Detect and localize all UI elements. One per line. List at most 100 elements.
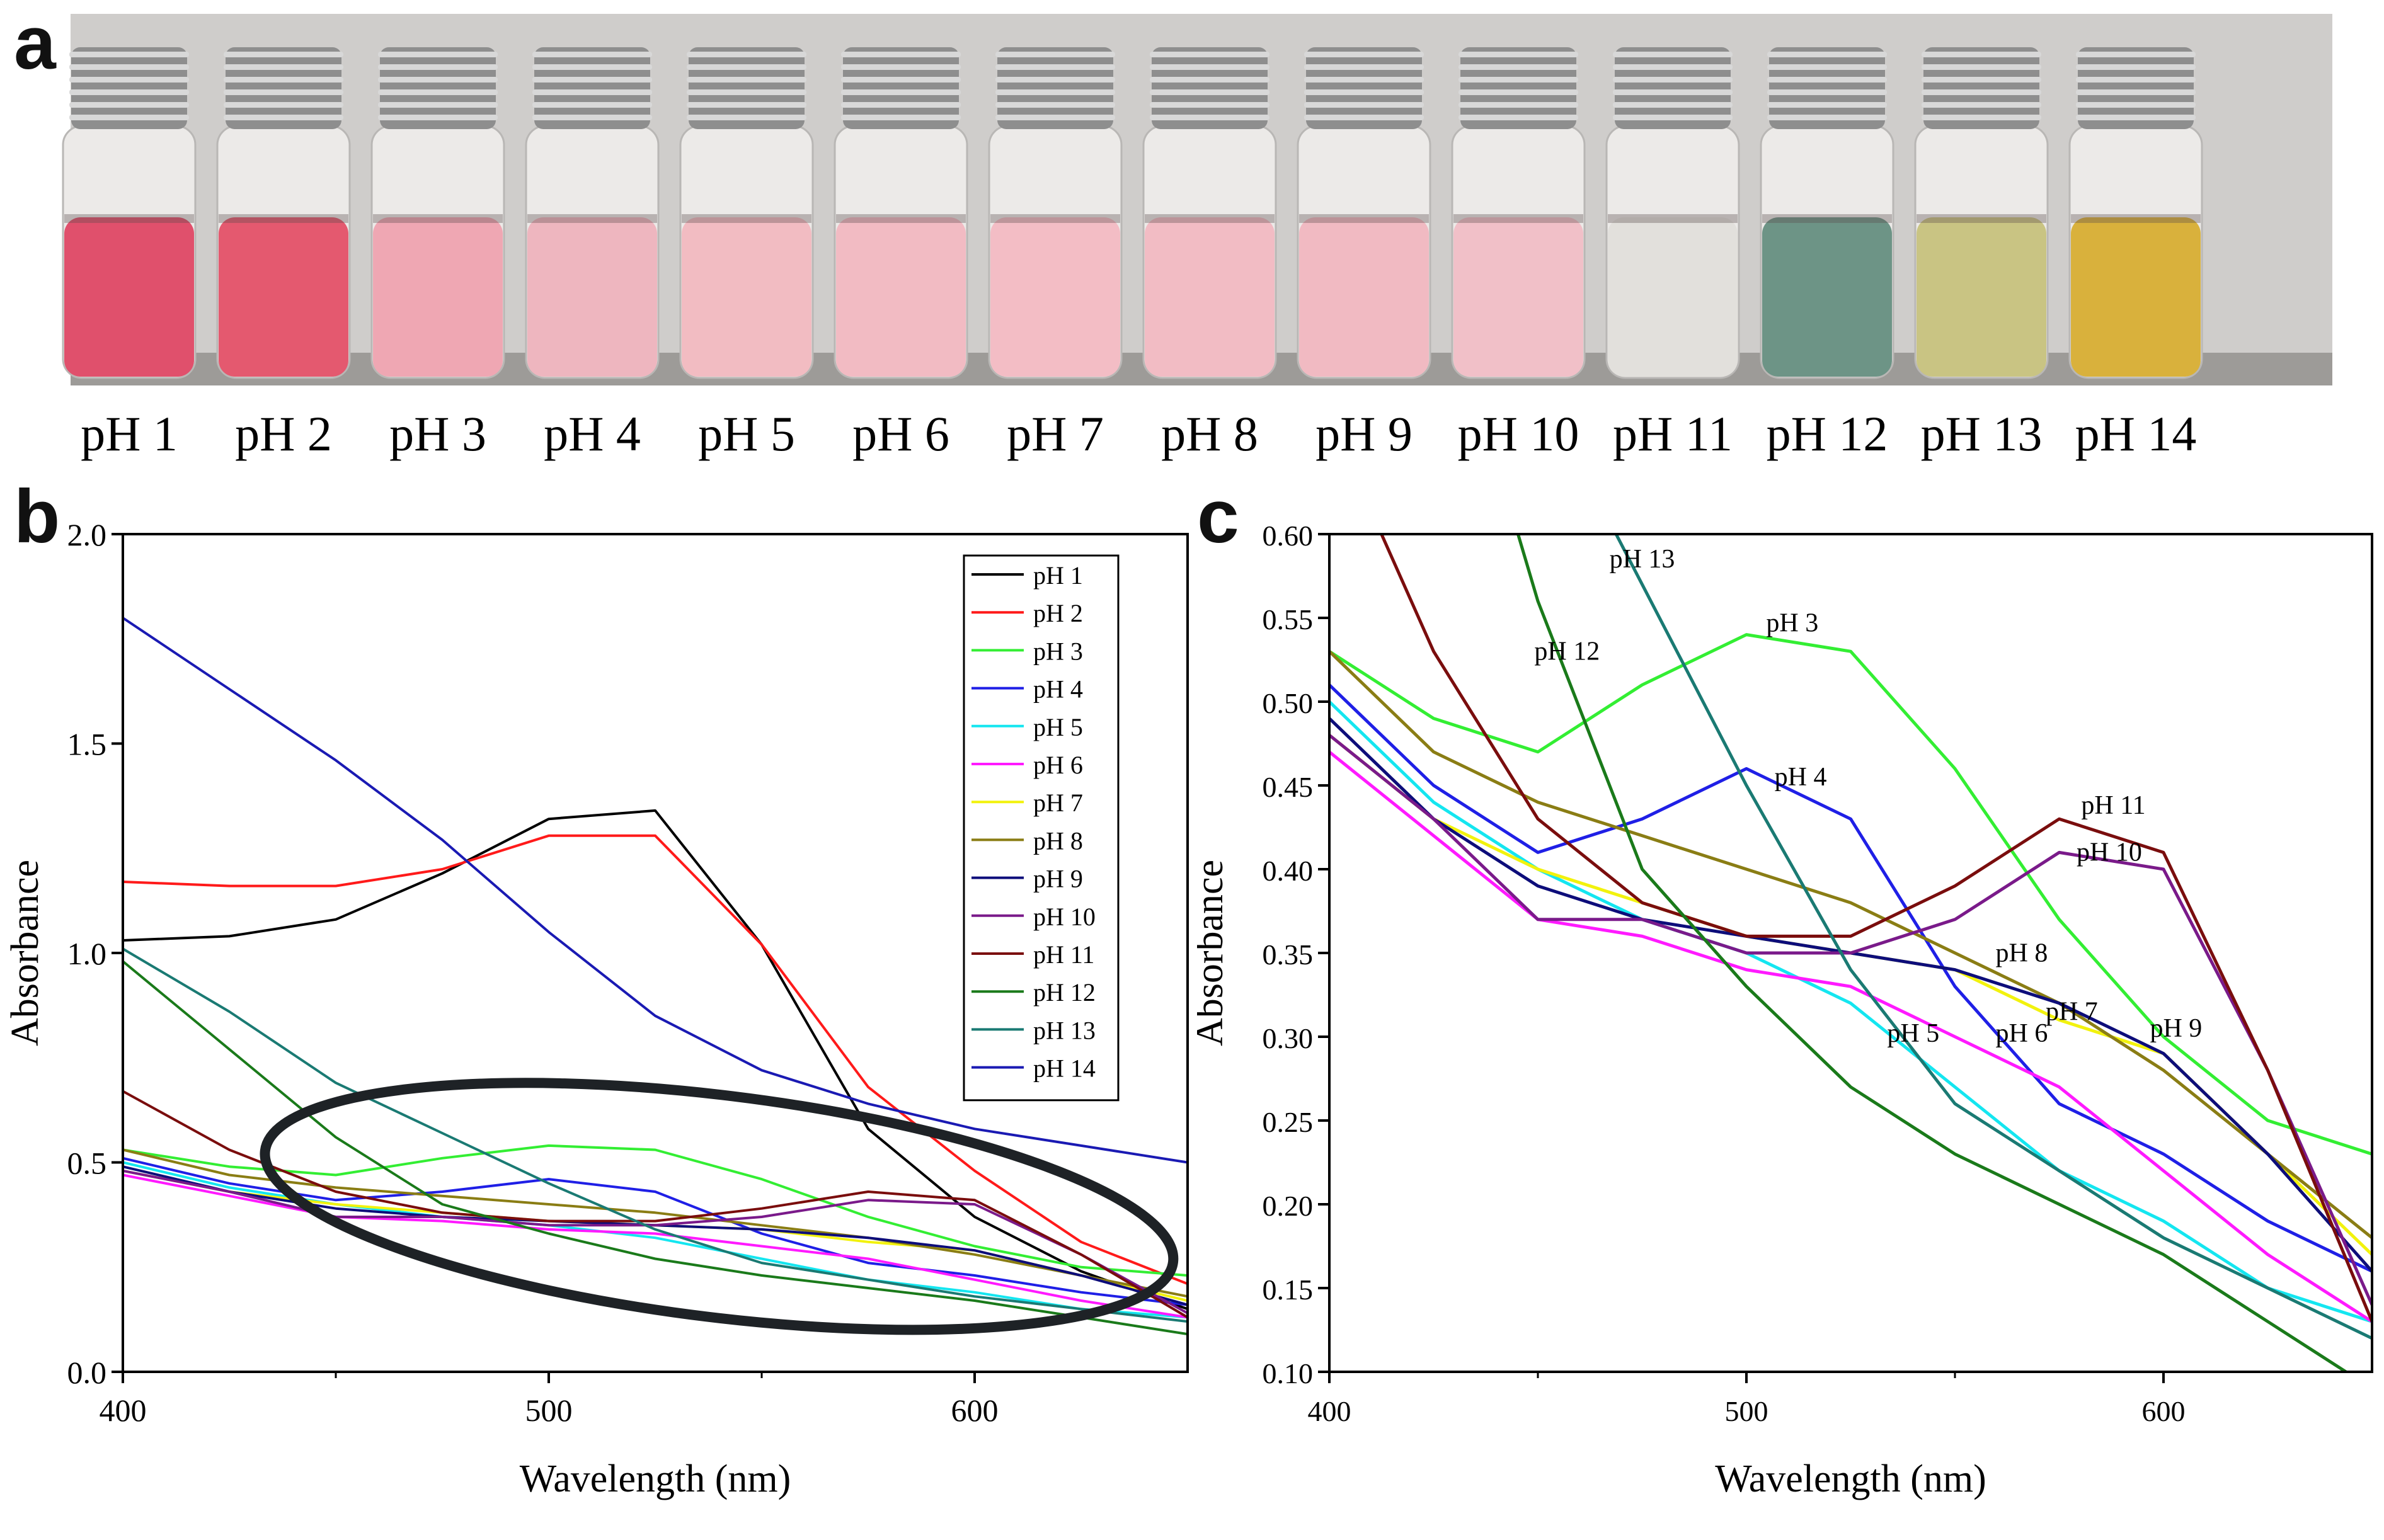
series-line-ph-12: [123, 960, 1188, 1336]
vial-cap-thread: [532, 89, 652, 95]
vial-label: pH 8: [1161, 406, 1258, 461]
vial-cap-thread: [1767, 89, 1887, 95]
series-line-ph-11: [1380, 534, 2372, 1323]
vial-cap-thread: [1767, 77, 1887, 83]
chart-c: 400 500 600 0.10 0.15 0.20 0.25 0.30 0.35 0.40 0.4…: [1188, 520, 2373, 1500]
vial-label: pH 2: [235, 406, 332, 461]
series-line-ph-6: [1329, 750, 2372, 1323]
vial-cap-thread: [1922, 77, 2041, 83]
vial-meniscus: [1762, 214, 1892, 223]
vial-cap-thread: [841, 77, 961, 83]
legend-label-ph-11: pH 11: [1033, 940, 1094, 969]
vial-cap-thread: [995, 52, 1115, 57]
vial-ph-6: [834, 47, 968, 379]
vial-label: pH 6: [852, 406, 949, 461]
vial-label: pH 11: [1613, 406, 1733, 461]
vial-meniscus: [1299, 214, 1429, 223]
curve-label-ph-10: pH 10: [2077, 838, 2142, 867]
vial-cap-thread: [1613, 102, 1733, 108]
vial-cap-thread: [1304, 77, 1424, 83]
vial-cap-thread: [69, 77, 189, 83]
vial-ph-2: [216, 47, 351, 379]
vial-cap-thread: [1150, 64, 1269, 70]
vial-meniscus: [682, 214, 811, 223]
vial-cap-thread: [2076, 52, 2196, 57]
vial-photo-panel: a pH 1 pH 2 pH 3 pH 4 pH 5 pH 6 pH 7 pH 8 pH 9 pH…: [0, 0, 2384, 479]
vial-liquid: [990, 217, 1120, 377]
vial-meniscus: [836, 214, 966, 223]
x-tick-label: 500: [1725, 1395, 1768, 1427]
vial-cap-thread: [1767, 115, 1887, 120]
vial-photo: pH 1 pH 2 pH 3 pH 4 pH 5 pH 6 pH 7 pH 8 pH 9 pH 1…: [62, 14, 2332, 461]
legend-label-ph-4: pH 4: [1033, 675, 1083, 704]
vial-cap-thread: [69, 52, 189, 57]
y-tick-label: 0.60: [1263, 520, 1314, 552]
vial-label: pH 4: [544, 406, 641, 461]
curve-label-ph-6: pH 6: [1995, 1019, 2048, 1048]
legend-label-ph-14: pH 14: [1033, 1054, 1096, 1083]
vial-cap-thread: [1922, 115, 2041, 120]
vial-liquid: [219, 217, 348, 377]
vial-meniscus: [2071, 214, 2201, 223]
vial-liquid: [1917, 217, 2046, 377]
vial-meniscus: [1145, 214, 1275, 223]
vial-meniscus: [990, 214, 1120, 223]
vial-cap-thread: [841, 64, 961, 70]
vial-cap-thread: [995, 115, 1115, 120]
vial-cap-thread: [224, 115, 343, 120]
y-tick-label: 0.20: [1263, 1190, 1314, 1222]
vial-cap-thread: [69, 102, 189, 108]
vial-cap-thread: [687, 115, 806, 120]
vial-cap-thread: [1767, 102, 1887, 108]
vial-meniscus: [527, 214, 657, 223]
vial-ph-8: [1142, 47, 1277, 379]
x-tick-label: 400: [100, 1393, 147, 1428]
vial-cap-thread: [1922, 52, 2041, 57]
vial-cap-thread: [841, 115, 961, 120]
series-line-ph-5: [1329, 700, 2372, 1323]
panel-letter-b: b: [14, 474, 60, 559]
chart-b-panel: b 400 500 600 0.0 0.5 1.0 1.5 2.0 Wavelength (nm…: [0, 479, 1197, 1537]
vial-cap-thread: [1458, 115, 1578, 120]
curve-label-ph-12: pH 12: [1534, 637, 1600, 666]
vial-label: pH 13: [1921, 406, 2043, 461]
vial-cap-thread: [1304, 64, 1424, 70]
vial-cap-thread: [378, 102, 498, 108]
series-line-ph-10: [1329, 734, 2372, 1306]
vial-meniscus: [1453, 214, 1583, 223]
legend-label-ph-10: pH 10: [1033, 903, 1096, 931]
y-tick-label: 0.55: [1263, 603, 1314, 636]
vial-cap-thread: [1304, 89, 1424, 95]
legend-box: [963, 554, 1120, 1102]
vial-cap-thread: [532, 64, 652, 70]
curve-label-ph-13: pH 13: [1610, 545, 1675, 574]
vial-cap-thread: [224, 89, 343, 95]
vial-cap-thread: [687, 77, 806, 83]
vial-meniscus: [373, 214, 503, 223]
x-tick-label: 600: [951, 1393, 999, 1428]
vial-cap-thread: [378, 52, 498, 57]
legend-label-ph-2: pH 2: [1033, 599, 1083, 627]
vial-cap-thread: [2076, 77, 2196, 83]
x-tick-label: 500: [525, 1393, 573, 1428]
vial-liquid: [2071, 217, 2201, 377]
vial-liquid: [373, 217, 503, 377]
vial-cap-thread: [1767, 64, 1887, 70]
vial-cap-thread: [1458, 77, 1578, 83]
vial-ph-5: [679, 47, 814, 379]
vial-label: pH 10: [1458, 406, 1579, 461]
legend-label-ph-9: pH 9: [1033, 865, 1083, 893]
vial-cap-thread: [1458, 64, 1578, 70]
series-line-ph-4: [1329, 683, 2372, 1273]
vial-cap-thread: [995, 77, 1115, 83]
vial-cap-thread: [2076, 89, 2196, 95]
y-axis-label: Absorbance: [1197, 860, 1231, 1046]
vial-cap-thread: [1458, 102, 1578, 108]
vial-cap-thread: [1922, 102, 2041, 108]
vial-cap-thread: [532, 115, 652, 120]
y-tick-label: 0.50: [1263, 687, 1314, 719]
series-line-ph-4: [123, 1156, 1188, 1306]
vial-cap-thread: [1150, 77, 1269, 83]
vial-meniscus: [1608, 214, 1738, 223]
series-line-ph-13: [1614, 534, 2372, 1340]
